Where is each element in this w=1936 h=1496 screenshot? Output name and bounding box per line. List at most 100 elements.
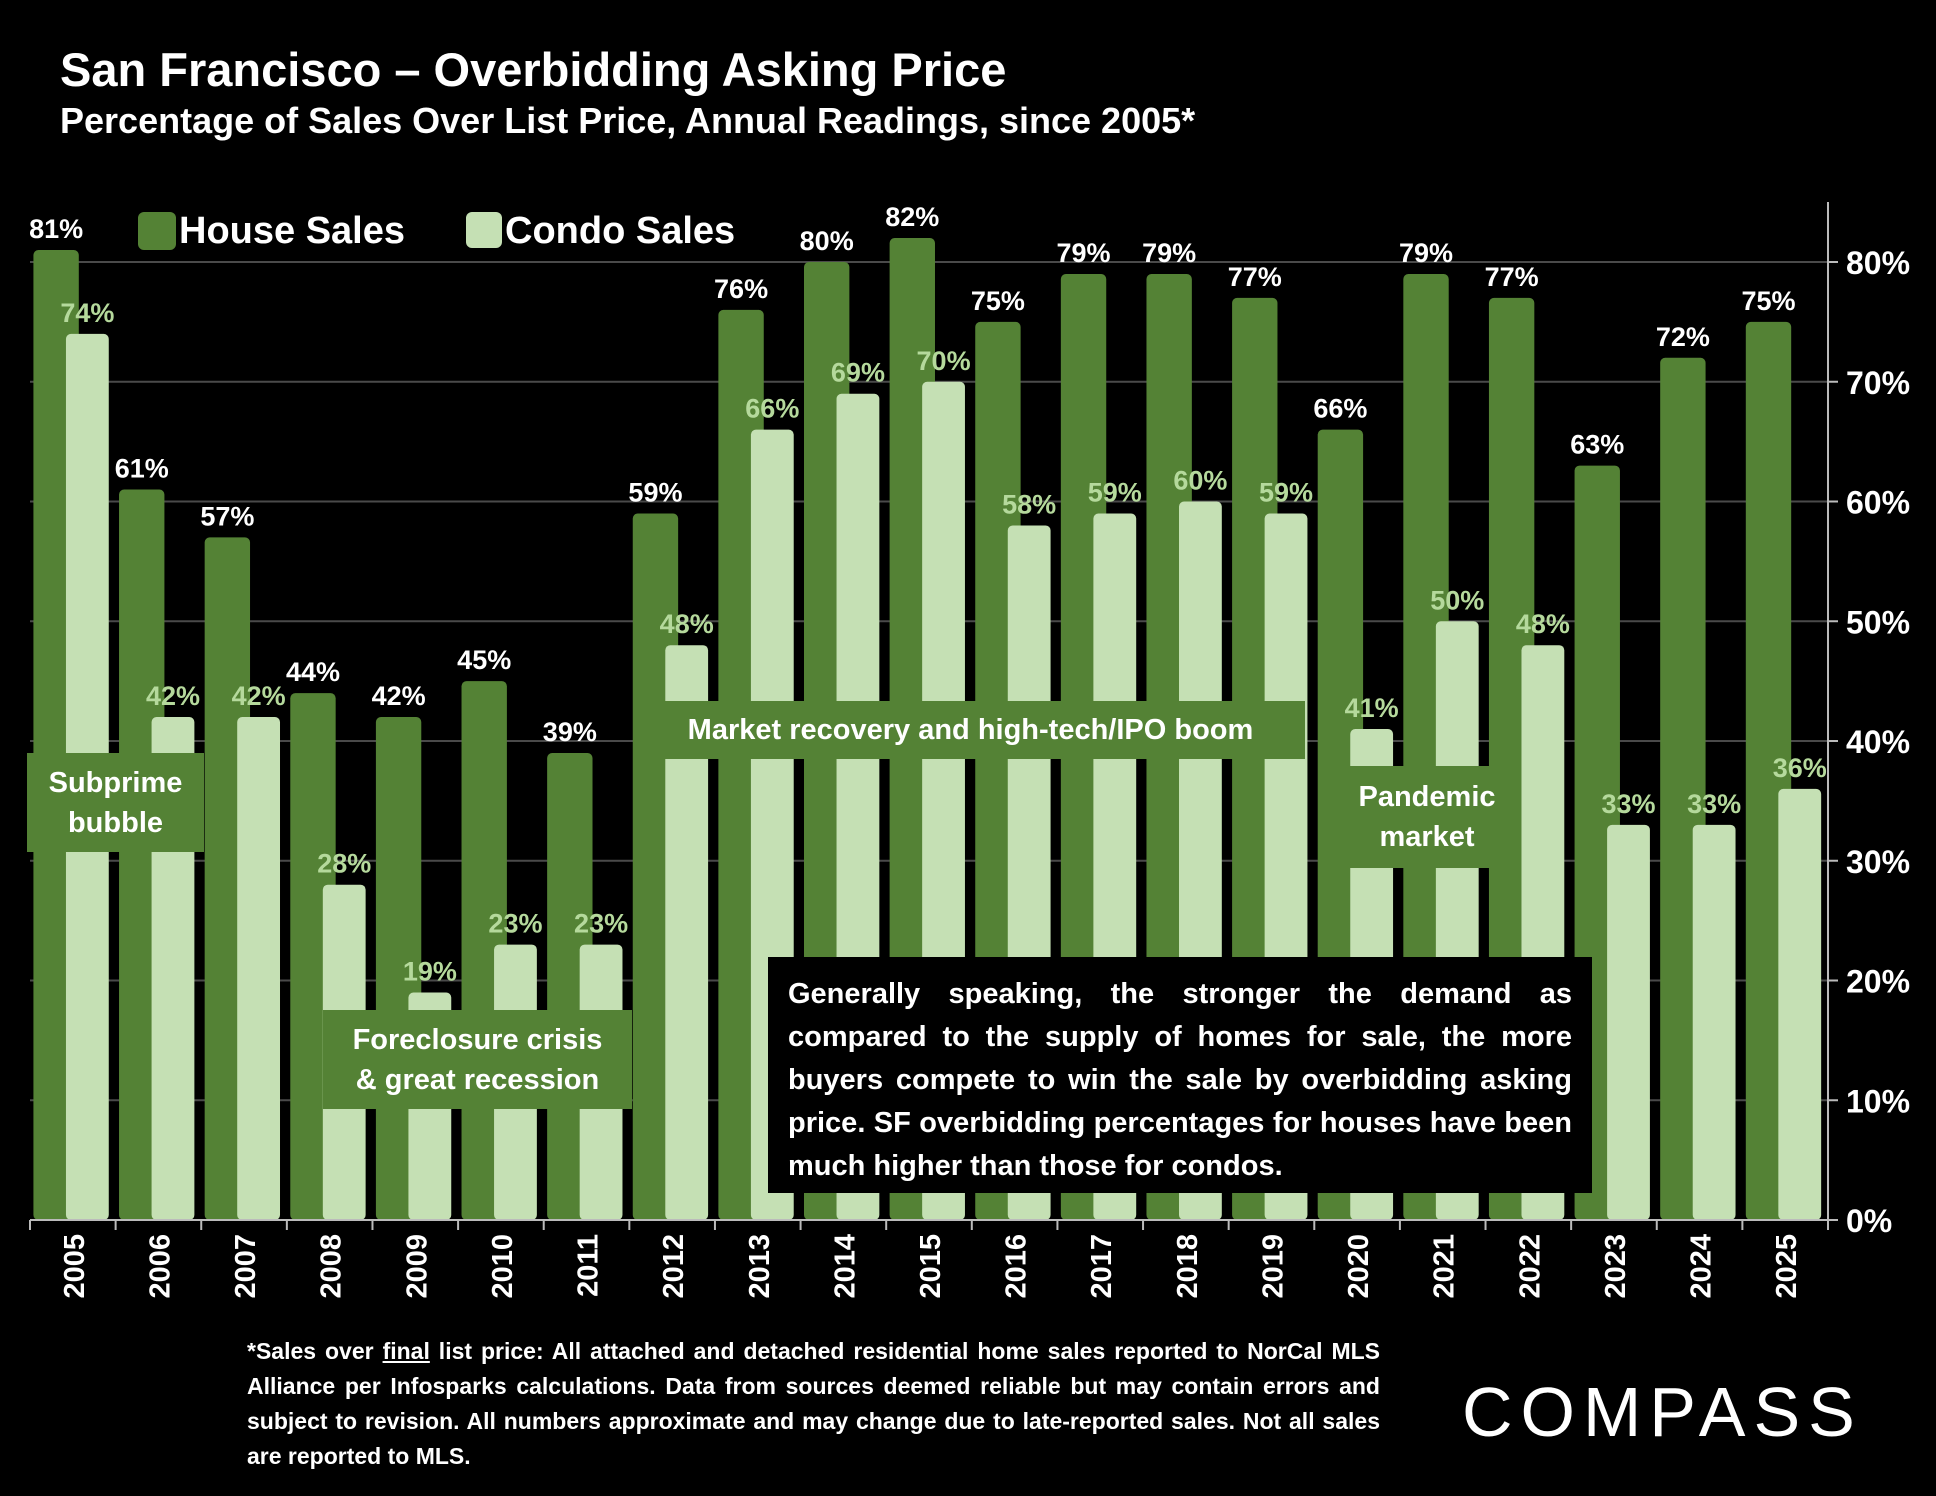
condo-value-label: 69% [831,358,885,388]
y-tick-label: 30% [1846,844,1910,880]
x-tick-label: 2011 [573,1234,605,1297]
house-value-label: 77% [1485,262,1539,292]
legend-house-swatch [138,212,176,250]
y-tick-label: 40% [1846,724,1910,760]
house-value-label: 44% [286,657,340,687]
annotation-pandemic-line1: Pandemic [1358,781,1496,813]
footnote-rest: list price: All attached and detached re… [247,1338,1381,1469]
legend-house-label: House Sales [179,210,405,252]
chart-title: San Francisco – Overbidding Asking Price [60,43,1007,96]
x-tick-label: 2014 [829,1234,861,1299]
x-tick-label: 2013 [744,1234,776,1299]
x-tick-label: 2018 [1172,1234,1204,1299]
x-tick-label: 2007 [230,1234,262,1299]
house-value-label: 77% [1228,262,1282,292]
y-tick-label: 10% [1846,1083,1910,1119]
footnote: *Sales over final list price: All attach… [247,1334,1380,1474]
house-value-label: 82% [885,202,939,232]
condo-value-label: 28% [317,849,371,879]
x-tick-label: 2021 [1429,1234,1461,1299]
y-tick-label: 70% [1846,365,1910,401]
condo-value-label: 59% [1088,477,1142,507]
condo-value-label: 59% [1259,477,1313,507]
house-value-label: 79% [1399,238,1453,268]
condo-value-label: 41% [1345,693,1399,723]
house-value-label: 39% [543,717,597,747]
condo-bar [1778,788,1822,1220]
house-value-label: 72% [1656,322,1710,352]
annotation-foreclosure-line2: & great recession [355,1063,600,1096]
y-tick-label: 60% [1846,485,1910,521]
x-tick-label: 2006 [144,1234,176,1299]
x-tick-label: 2023 [1600,1234,1632,1299]
house-value-label: 79% [1057,238,1111,268]
house-value-label: 81% [29,214,83,244]
house-value-label: 61% [115,454,169,484]
condo-value-label: 48% [660,609,714,639]
condo-value-label: 23% [574,909,628,939]
annotation-subprime-line1: Subprime [48,766,183,799]
condo-value-label: 66% [745,394,799,424]
x-tick-label: 2008 [316,1234,348,1299]
annotation-subprime-line2: bubble [67,806,164,839]
house-value-label: 75% [1741,286,1795,316]
condo-value-label: 50% [1430,585,1484,615]
x-tick-label: 2019 [1257,1234,1289,1299]
house-value-label: 57% [200,501,254,531]
condo-value-label: 58% [1002,489,1056,519]
condo-value-label: 19% [403,956,457,986]
annotation-recovery: Market recovery and high-tech/IPO boom [636,701,1305,759]
house-value-label: 75% [971,286,1025,316]
condo-value-label: 23% [488,909,542,939]
condo-value-label: 60% [1173,466,1227,496]
x-tick-label: 2017 [1086,1234,1118,1299]
x-tick-label: 2022 [1514,1234,1546,1299]
annotation-pandemic: Pandemic market [1337,766,1517,868]
house-value-label: 59% [628,477,682,507]
compass-logo: COMPASS [1462,1373,1863,1451]
y-tick-label: 80% [1846,245,1910,281]
footnote-prefix: *Sales over [247,1338,383,1364]
house-value-label: 45% [457,645,511,675]
condo-bar [1692,824,1736,1220]
annotation-pandemic-line2: market [1379,821,1475,853]
y-tick-label: 50% [1846,604,1910,640]
annotation-foreclosure: Foreclosure crisis & great recession [323,1010,632,1109]
condo-bar [237,717,281,1220]
y-tick-label: 0% [1846,1203,1892,1239]
annotation-foreclosure-line1: Foreclosure crisis [352,1023,603,1056]
condo-value-label: 48% [1516,609,1570,639]
condo-value-label: 70% [917,346,971,376]
condo-value-label: 42% [146,681,200,711]
annotation-recovery-text: Market recovery and high-tech/IPO boom [687,714,1254,746]
legend-condo-label: Condo Sales [505,210,735,252]
chart-subtitle: Percentage of Sales Over List Price, Ann… [60,100,1196,141]
house-value-label: 66% [1313,394,1367,424]
annotation-subprime: Subprime bubble [27,753,204,852]
explanation-note: Generally speaking, the stronger the dem… [768,957,1592,1193]
house-value-label: 79% [1142,238,1196,268]
x-tick-label: 2010 [487,1234,519,1299]
condo-value-label: 42% [232,681,286,711]
x-tick-label: 2009 [401,1234,433,1299]
x-tick-label: 2025 [1771,1234,1803,1299]
condo-bar [1607,824,1650,1220]
footnote-underlined: final [382,1338,430,1364]
house-value-label: 63% [1570,430,1624,460]
condo-value-label: 36% [1773,753,1827,783]
house-value-label: 42% [372,681,426,711]
condo-value-label: 74% [60,298,114,328]
condo-value-label: 33% [1687,789,1741,819]
house-value-label: 80% [800,226,854,256]
x-tick-label: 2012 [658,1234,690,1299]
x-tick-label: 2005 [59,1234,91,1299]
y-tick-label: 20% [1846,964,1910,1000]
x-tick-label: 2020 [1343,1234,1375,1299]
x-tick-label: 2015 [915,1234,947,1299]
condo-value-label: 33% [1601,789,1655,819]
legend-condo-swatch [466,212,502,248]
x-tick-label: 2024 [1686,1234,1718,1299]
house-value-label: 76% [714,274,768,304]
x-tick-label: 2016 [1001,1234,1033,1299]
condo-bar [665,645,709,1220]
